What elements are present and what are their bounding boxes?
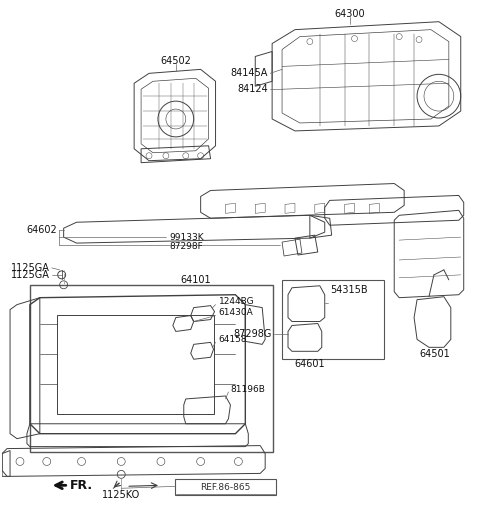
Bar bbox=[30, 285, 273, 452]
Text: 81196B: 81196B bbox=[230, 384, 265, 393]
Text: 64501: 64501 bbox=[419, 350, 450, 359]
Text: 64101: 64101 bbox=[181, 275, 211, 285]
Text: 1125KO: 1125KO bbox=[102, 490, 140, 500]
Text: 1125GA: 1125GA bbox=[11, 263, 50, 273]
Text: 64602: 64602 bbox=[26, 225, 57, 235]
Text: 1244BG: 1244BG bbox=[218, 297, 254, 306]
Text: 1125GA: 1125GA bbox=[11, 270, 50, 280]
Text: REF.86-865: REF.86-865 bbox=[200, 483, 251, 492]
Bar bbox=[57, 315, 214, 414]
Text: 64502: 64502 bbox=[160, 56, 191, 66]
Text: 64158: 64158 bbox=[218, 335, 247, 344]
Text: 61430A: 61430A bbox=[218, 308, 253, 317]
Text: 84145A: 84145A bbox=[231, 68, 268, 78]
Text: 54315B: 54315B bbox=[330, 285, 367, 295]
Text: 64601: 64601 bbox=[295, 359, 325, 369]
Text: 87298F: 87298F bbox=[169, 242, 203, 250]
Text: 84124: 84124 bbox=[238, 84, 268, 94]
Text: 64300: 64300 bbox=[334, 9, 365, 19]
Text: FR.: FR. bbox=[70, 479, 93, 492]
Text: 87298G: 87298G bbox=[234, 330, 272, 339]
Text: 99133K: 99133K bbox=[169, 233, 204, 242]
